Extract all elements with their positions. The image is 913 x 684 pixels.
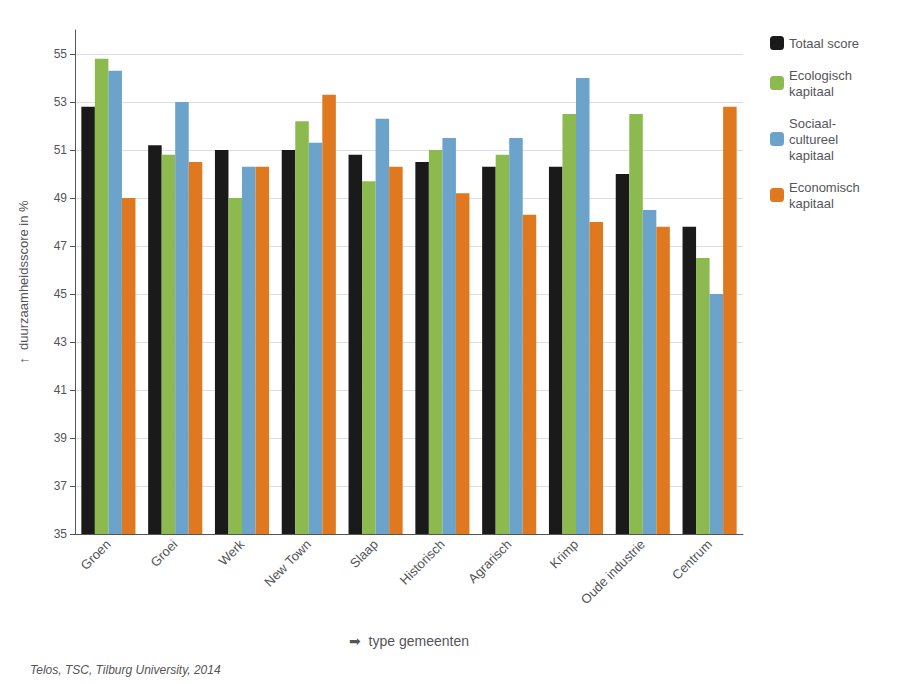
svg-text:Krimp: Krimp (547, 537, 582, 572)
svg-text:35: 35 (54, 527, 68, 541)
svg-text:kapitaal: kapitaal (789, 148, 834, 163)
svg-text:Historisch: Historisch (397, 537, 448, 588)
svg-text:cultureel: cultureel (789, 132, 838, 147)
svg-text:New Town: New Town (261, 537, 314, 590)
svg-text:45: 45 (54, 287, 68, 301)
svg-text:41: 41 (54, 383, 68, 397)
svg-text:Telos, TSC, Tilburg University: Telos, TSC, Tilburg University, 2014 (30, 663, 221, 677)
svg-text:43: 43 (54, 335, 68, 349)
svg-text:Werk: Werk (215, 536, 247, 568)
svg-text:↑ duurzaamheidsscore in %: ↑ duurzaamheidsscore in % (16, 200, 31, 364)
svg-text:Groen: Groen (78, 537, 114, 573)
svg-text:Ecologisch: Ecologisch (789, 68, 852, 83)
svg-text:kapitaal: kapitaal (789, 196, 834, 211)
svg-text:47: 47 (54, 239, 68, 253)
svg-text:37: 37 (54, 479, 68, 493)
svg-text:51: 51 (54, 143, 68, 157)
svg-text:Groei: Groei (147, 537, 180, 570)
svg-text:Economisch: Economisch (789, 180, 860, 195)
svg-text:➡ type gemeenten: ➡ type gemeenten (349, 633, 469, 649)
svg-text:55: 55 (54, 47, 68, 61)
svg-text:53: 53 (54, 95, 68, 109)
svg-text:kapitaal: kapitaal (789, 84, 834, 99)
svg-text:39: 39 (54, 431, 68, 445)
svg-text:49: 49 (54, 191, 68, 205)
svg-text:Centrum: Centrum (669, 537, 715, 583)
svg-text:Slaap: Slaap (347, 537, 381, 571)
svg-text:Sociaal-: Sociaal- (789, 116, 836, 131)
svg-text:Agrarisch: Agrarisch (465, 537, 514, 586)
svg-text:Totaal score: Totaal score (789, 36, 859, 51)
svg-text:Oude industrie: Oude industrie (578, 537, 648, 607)
